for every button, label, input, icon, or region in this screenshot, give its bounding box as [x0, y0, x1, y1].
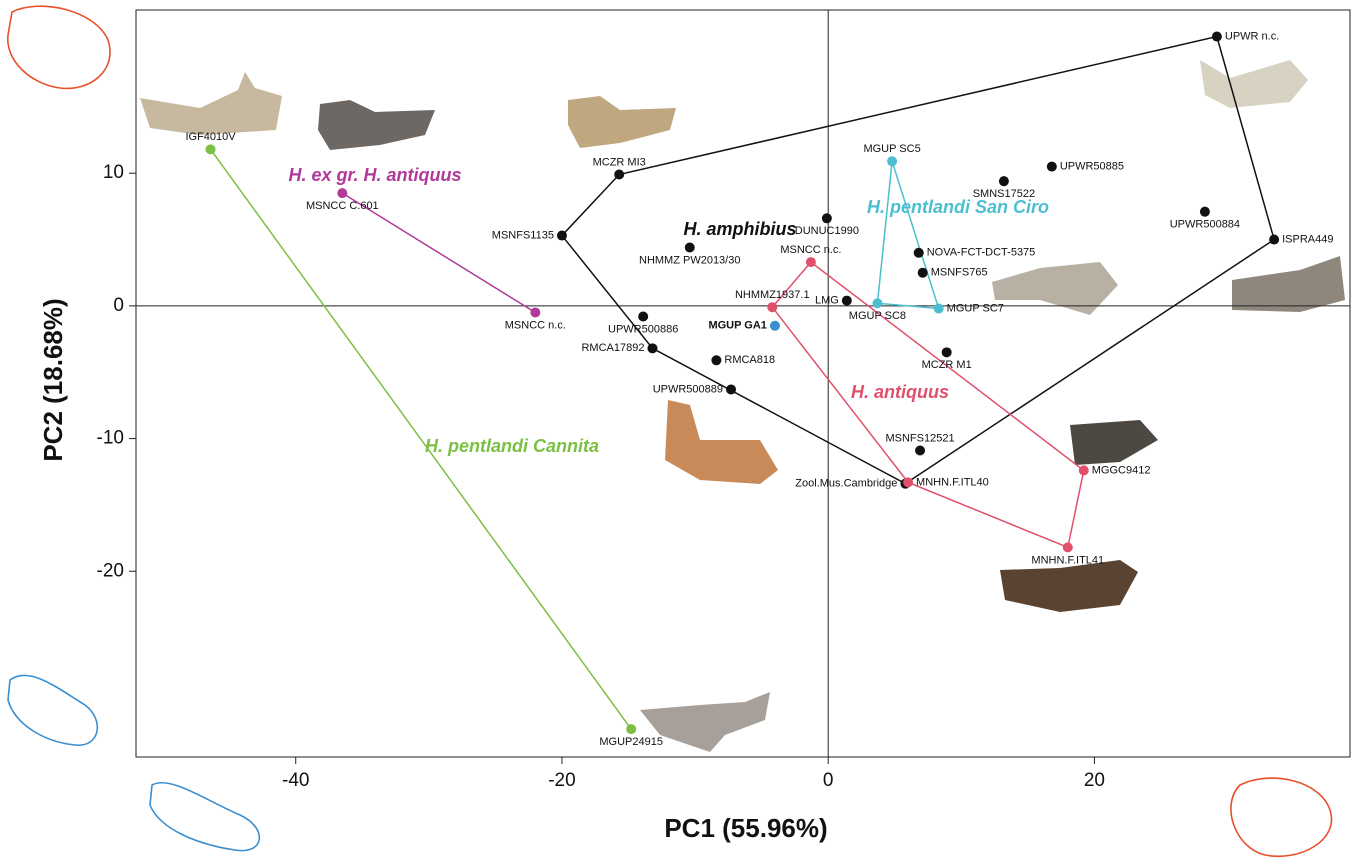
point-label: UPWR500884: [1170, 219, 1240, 231]
point-label: MCZR M1: [922, 359, 972, 371]
point-label: UPWR500889: [653, 383, 723, 395]
point-label: MGUP GA1: [708, 320, 766, 332]
point-label: NHMMZ1937.1: [735, 289, 810, 301]
specimen: [318, 100, 435, 150]
specimen-point: [942, 347, 952, 357]
specimen-point: [206, 144, 216, 154]
y-tick-label: -10: [97, 428, 124, 449]
group-label: H. pentlandi San Ciro: [867, 197, 1049, 217]
point-label: MGGC9412: [1092, 464, 1151, 476]
specimen-point: [638, 311, 648, 321]
group-label: H. antiquus: [851, 382, 949, 402]
specimen-point: [842, 296, 852, 306]
specimen-point: [767, 302, 777, 312]
point-label: RMCA17892: [581, 342, 644, 354]
specimen: [140, 72, 282, 135]
x-tick-label: -20: [548, 770, 575, 791]
y-axis-label: PC2 (18.68%): [38, 298, 68, 461]
point-label: MGUP SC7: [947, 302, 1004, 314]
x-tick-label: 20: [1084, 770, 1105, 791]
specimen-point: [614, 170, 624, 180]
specimen-point: [999, 176, 1009, 186]
point-label: NOVA-FCT-DCT-5375: [927, 247, 1036, 259]
point-label: UPWR500886: [608, 323, 678, 335]
y-tick-label: 0: [113, 295, 124, 316]
outline: [1231, 778, 1332, 856]
point-label: MSNFS12521: [885, 432, 954, 444]
specimen-point: [1063, 542, 1073, 552]
plot-frame: [136, 10, 1350, 757]
chart: PC1 (55.96%) PC2 (18.68%) -40 -20 0 20 -20 -1…: [0, 0, 1355, 860]
point-label: ISPRA449: [1282, 233, 1333, 245]
point-label: MGUP SC5: [863, 143, 920, 155]
group-hull: [877, 161, 938, 308]
specimen-point: [770, 321, 780, 331]
specimen-point: [685, 243, 695, 253]
point-label: LMG: [815, 294, 839, 306]
point-label: DUNUC1990: [795, 225, 859, 237]
specimen-point: [934, 304, 944, 314]
point-label: NHMMZ PW2013/30: [639, 254, 740, 266]
point-label: MSNFS1135: [492, 229, 554, 241]
group-label: H. pentlandi Cannita: [425, 436, 599, 456]
x-axis-label: PC1 (55.96%): [664, 813, 827, 843]
specimen-point: [887, 156, 897, 166]
specimen-point: [1047, 162, 1057, 172]
specimen-point: [337, 188, 347, 198]
point-label: MNHN.F.ITL41: [1031, 554, 1104, 566]
outline: [150, 783, 259, 851]
specimen-point: [914, 248, 924, 258]
specimen-point: [647, 343, 657, 353]
outline: [8, 675, 97, 745]
outline: [8, 6, 110, 88]
specimen: [992, 262, 1118, 315]
group-label: H. ex gr. H. antiquus: [288, 165, 461, 185]
point-label: UPWR n.c.: [1225, 30, 1279, 42]
specimen: [1070, 420, 1158, 465]
specimen: [1232, 256, 1345, 312]
point-label: MSNFS765: [931, 267, 988, 279]
point-label: MSNCC n.c.: [505, 319, 566, 331]
specimen: [665, 400, 778, 484]
specimen-point: [822, 213, 832, 223]
point-label: IGF4010V: [185, 131, 236, 143]
specimen-point: [918, 268, 928, 278]
specimen-point: [726, 384, 736, 394]
group-label: H. amphibius: [683, 219, 796, 239]
specimen-point: [557, 231, 567, 241]
x-tick-label: 0: [823, 770, 834, 791]
specimen: [1200, 60, 1308, 108]
y-tick-label: 10: [103, 162, 124, 183]
specimen-point: [626, 724, 636, 734]
specimen-point: [711, 355, 721, 365]
point-label: MNHN.F.ITL40: [916, 476, 989, 488]
point-label: MGUP SC8: [849, 310, 906, 322]
specimen-point: [1200, 207, 1210, 217]
point-label: MSNCC n.c.: [780, 244, 841, 256]
specimen-point: [915, 446, 925, 456]
specimen-point: [1269, 235, 1279, 245]
specimen-point: [1079, 465, 1089, 475]
specimen-point: [872, 298, 882, 308]
y-tick-label: -20: [97, 560, 124, 581]
specimen: [568, 96, 676, 148]
specimen-point: [1212, 32, 1222, 42]
specimen-point: [530, 308, 540, 318]
specimen-point: [806, 257, 816, 267]
specimen: [1000, 560, 1138, 612]
point-label: UPWR50885: [1060, 160, 1124, 172]
specimen-point: [903, 477, 913, 487]
point-label: RMCA818: [724, 354, 775, 366]
point-label: MSNCC C.601: [306, 200, 379, 212]
x-tick-label: -40: [282, 770, 309, 791]
point-label: MCZR MI3: [593, 156, 646, 168]
point-label: Zool.Mus.Cambridge: [795, 478, 897, 490]
point-label: MGUP24915: [599, 736, 663, 748]
